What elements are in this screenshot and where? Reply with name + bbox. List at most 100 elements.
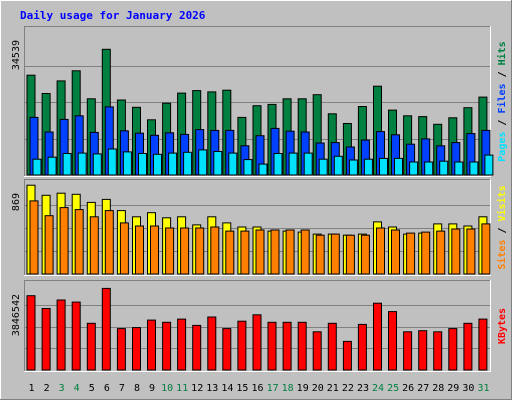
bar-sites-day-4 xyxy=(74,209,84,275)
x-label-day-31: 31 xyxy=(477,383,489,394)
bar-sites-day-6 xyxy=(104,210,114,275)
bar-pages-day-17 xyxy=(273,153,283,176)
y-max-label: 34539 xyxy=(11,40,22,70)
bar-pages-day-29 xyxy=(454,161,464,176)
bar-kbytes-day-20 xyxy=(312,331,322,371)
bar-kbytes-day-18 xyxy=(282,321,292,371)
bar-sites-day-14 xyxy=(225,230,235,275)
bar-sites-day-17 xyxy=(270,229,280,275)
bar-kbytes-day-14 xyxy=(222,328,232,371)
panel-kbytes: 3846542 KBytes xyxy=(11,280,508,372)
bar-kbytes-day-15 xyxy=(237,320,247,371)
x-label-day-25: 25 xyxy=(387,383,399,394)
bar-sites-day-12 xyxy=(195,227,205,275)
bar-kbytes-day-1 xyxy=(26,295,36,371)
bar-pages-day-8 xyxy=(138,153,147,176)
bar-kbytes-day-16 xyxy=(252,314,262,371)
bar-sites-day-2 xyxy=(44,215,54,275)
chart-panels: 34539 Pages / Files / Hits 869 Sites / Visi… xyxy=(11,26,508,372)
panel-visits-sites: 869 Sites / Visits xyxy=(11,179,508,276)
x-label-day-8: 8 xyxy=(134,383,140,394)
x-label-day-26: 26 xyxy=(402,383,414,394)
bar-sites-day-26 xyxy=(406,232,416,275)
x-label-day-21: 21 xyxy=(327,383,339,394)
bar-pages-day-1 xyxy=(32,158,42,176)
bar-kbytes-day-8 xyxy=(132,327,141,371)
x-label-day-19: 19 xyxy=(297,383,309,394)
bar-kbytes-day-6 xyxy=(101,287,111,371)
x-label-day-29: 29 xyxy=(447,383,459,394)
legend-visits: Visits xyxy=(496,185,508,221)
bar-kbytes-day-7 xyxy=(116,328,126,371)
bar-sites-day-21 xyxy=(330,233,340,275)
bar-kbytes-day-10 xyxy=(162,321,172,371)
bar-pages-day-25 xyxy=(394,157,403,176)
bar-pages-day-18 xyxy=(288,152,298,176)
bar-kbytes-day-30 xyxy=(463,322,473,371)
bar-pages-day-24 xyxy=(379,157,388,176)
panel-legend: Sites / Visits xyxy=(496,185,508,269)
panel-legend: Pages / Files / Hits xyxy=(496,41,508,161)
legend-separator: / xyxy=(497,65,508,83)
panel-legend: KBytes xyxy=(497,308,508,344)
bar-sites-day-18 xyxy=(285,229,295,275)
bar-sites-day-15 xyxy=(240,230,250,275)
bar-kbytes-day-21 xyxy=(327,322,337,371)
chart-title: Daily usage for January 2026 xyxy=(20,9,206,22)
bar-sites-day-5 xyxy=(89,216,99,275)
bar-pages-day-10 xyxy=(168,152,178,176)
x-label-day-12: 12 xyxy=(191,383,203,394)
bar-kbytes-day-24 xyxy=(373,302,382,371)
bar-pages-day-20 xyxy=(318,158,328,176)
bar-sites-day-25 xyxy=(391,229,400,275)
x-label-day-23: 23 xyxy=(357,383,369,394)
bar-sites-day-23 xyxy=(360,234,370,275)
bar-pages-day-7 xyxy=(122,151,132,176)
x-label-day-30: 30 xyxy=(462,383,474,394)
bar-kbytes-day-5 xyxy=(86,322,96,371)
bar-sites-day-20 xyxy=(315,234,325,275)
x-label-day-11: 11 xyxy=(176,383,188,394)
bar-sites-day-9 xyxy=(150,225,159,275)
bar-sites-day-13 xyxy=(210,226,220,275)
bar-pages-day-22 xyxy=(348,159,358,176)
x-label-day-17: 17 xyxy=(267,383,279,394)
bar-kbytes-day-3 xyxy=(56,299,66,371)
bar-pages-day-4 xyxy=(77,152,87,176)
bar-kbytes-day-27 xyxy=(418,330,428,371)
bar-pages-day-13 xyxy=(213,151,223,176)
legend-kbytes: KBytes xyxy=(497,308,508,344)
bar-pages-day-14 xyxy=(228,152,238,176)
bar-sites-day-3 xyxy=(59,207,69,275)
bar-kbytes-day-11 xyxy=(177,318,187,371)
x-label-day-13: 13 xyxy=(206,383,218,394)
bar-sites-day-31 xyxy=(481,223,491,275)
x-label-day-4: 4 xyxy=(74,383,80,394)
legend-separator: / xyxy=(497,114,508,132)
bar-sites-day-30 xyxy=(466,228,476,275)
legend-sites: Sites xyxy=(496,240,508,270)
x-label-day-15: 15 xyxy=(236,383,248,394)
legend-files: Files xyxy=(496,83,508,113)
bar-pages-day-26 xyxy=(409,161,419,176)
bar-kbytes-day-13 xyxy=(207,316,217,371)
bar-pages-day-3 xyxy=(62,153,72,176)
bar-kbytes-day-19 xyxy=(297,321,307,371)
legend-separator: / xyxy=(497,221,508,239)
bar-kbytes-day-26 xyxy=(403,331,413,371)
x-label-day-14: 14 xyxy=(221,383,233,394)
bar-kbytes-day-12 xyxy=(192,324,202,371)
bar-kbytes-day-23 xyxy=(357,323,367,371)
bar-kbytes-day-31 xyxy=(478,318,488,371)
bar-pages-day-21 xyxy=(333,155,343,176)
bar-sites-day-19 xyxy=(300,229,310,275)
bar-pages-day-6 xyxy=(107,148,117,176)
x-label-day-24: 24 xyxy=(372,383,384,394)
bar-sites-day-29 xyxy=(451,228,461,275)
bar-sites-day-24 xyxy=(376,227,385,275)
bar-sites-day-28 xyxy=(436,230,446,275)
bar-kbytes-day-25 xyxy=(388,311,397,371)
bar-sites-day-11 xyxy=(180,227,190,275)
bar-kbytes-day-9 xyxy=(147,319,156,371)
bar-kbytes-day-2 xyxy=(41,308,51,371)
